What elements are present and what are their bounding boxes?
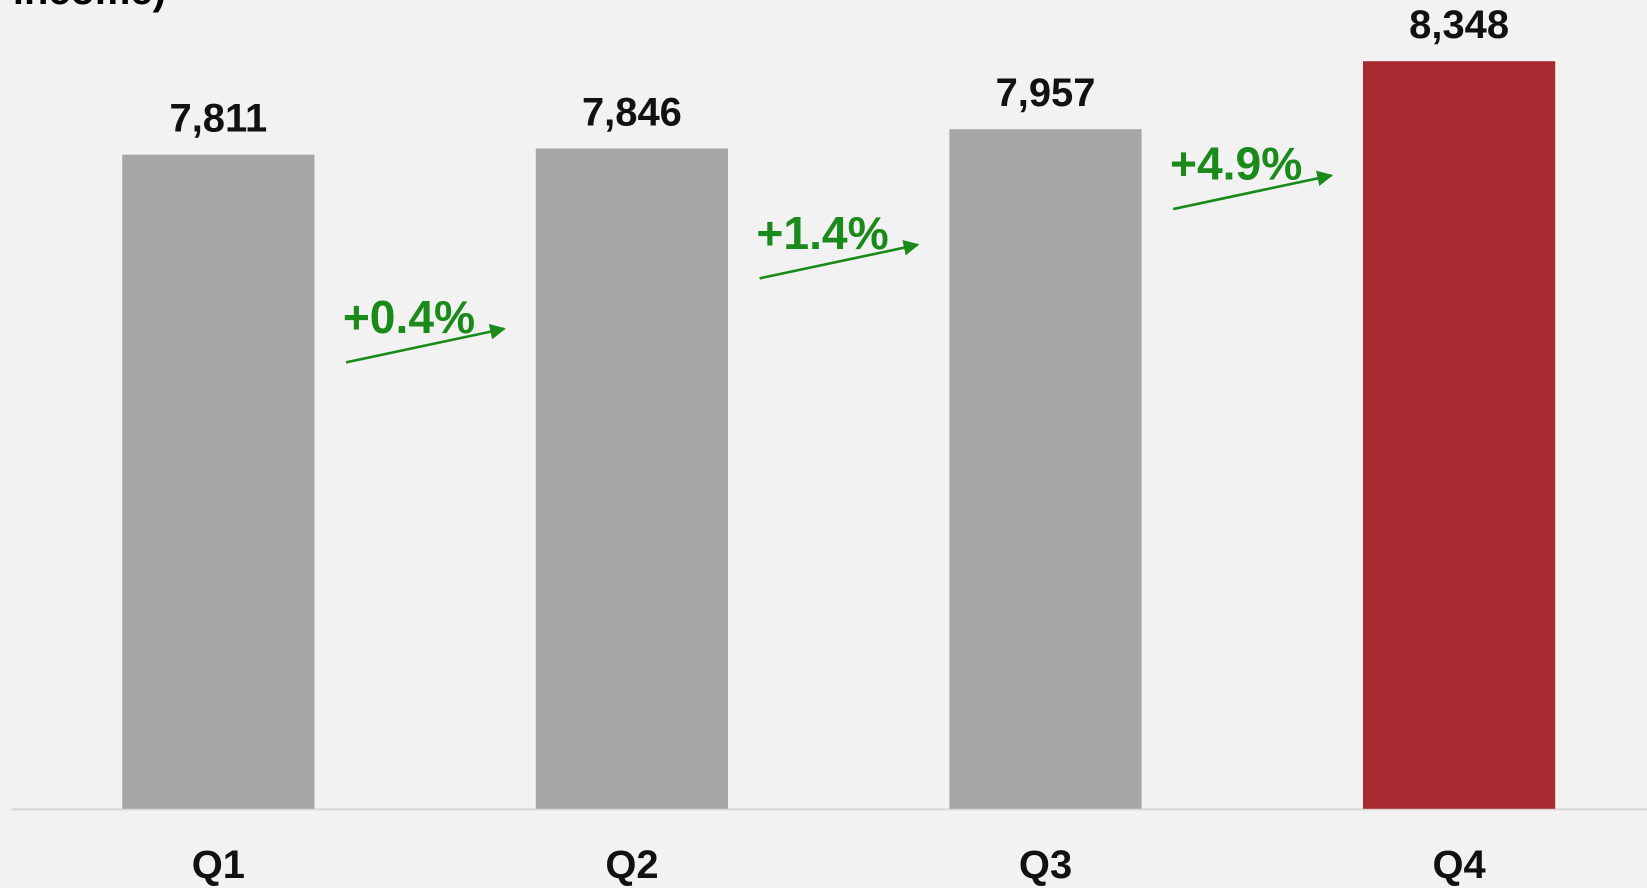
bar — [122, 154, 315, 809]
x-tick-label: Q2 — [605, 843, 658, 887]
growth-label: +1.4% — [756, 207, 888, 259]
value-label: 7,846 — [582, 90, 682, 134]
x-tick-label: Q4 — [1432, 843, 1485, 887]
value-label: 7,811 — [170, 97, 268, 141]
growth-arrow — [759, 239, 920, 280]
x-tick-label: Q3 — [1019, 843, 1072, 887]
growth-arrow — [345, 324, 506, 364]
growth-arrow — [1172, 170, 1334, 211]
value-label: 7,957 — [996, 71, 1096, 115]
chart-title: al income) — [0, 0, 166, 13]
growth-label: +4.9% — [1170, 138, 1302, 190]
x-tick-label: Q1 — [192, 843, 245, 887]
bar — [1363, 61, 1556, 809]
value-label: 8,348 — [1409, 3, 1509, 47]
bar — [949, 129, 1142, 809]
bar — [535, 148, 729, 809]
growth-label: +0.4% — [343, 291, 475, 343]
